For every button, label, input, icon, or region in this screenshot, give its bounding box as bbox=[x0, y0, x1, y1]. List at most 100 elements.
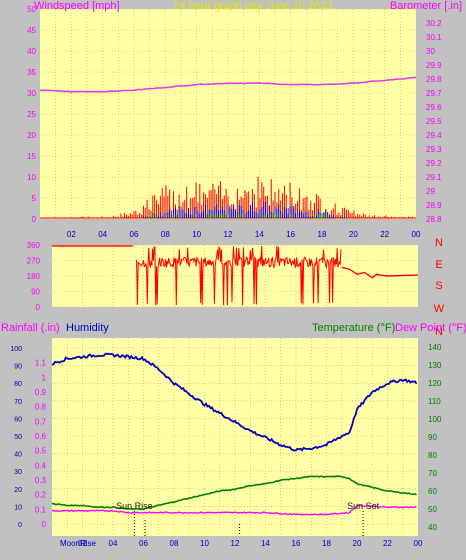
rainfall-tick-label: 0.4 bbox=[35, 461, 47, 470]
humidity-tick-label: 60 bbox=[14, 416, 22, 423]
temperature-tick-label: 100 bbox=[428, 415, 442, 424]
temperature-tick-label: 80 bbox=[428, 451, 437, 460]
temp-x-tick-label: 06 bbox=[139, 539, 148, 548]
wind-tick-label: 30 bbox=[27, 89, 36, 98]
barometer-tick-label: 30.1 bbox=[426, 33, 442, 42]
rainfall-tick-label: 0.2 bbox=[35, 491, 47, 500]
temperature-tick-label: 110 bbox=[428, 397, 441, 406]
temp-x-axis: 02 04 06 08 10 12 14 16 18 20 22 00 bbox=[78, 539, 423, 548]
temperature-tick-label: 50 bbox=[428, 505, 437, 514]
temperature-tick-label: 90 bbox=[428, 433, 437, 442]
wind-tick-label: 50 bbox=[27, 5, 36, 14]
wind-x-tick-label: 10 bbox=[192, 230, 201, 239]
wind-x-tick-label: 12 bbox=[224, 230, 233, 239]
wind-x-tick-label: 18 bbox=[318, 230, 327, 239]
temp-x-tick-label: 08 bbox=[170, 539, 179, 548]
sunset-label: Sun Set bbox=[347, 501, 380, 511]
graph-title: 24 hour graph day June 10 2023 bbox=[173, 0, 332, 12]
temp-x-tick-label: 04 bbox=[109, 539, 118, 548]
compass-label: N bbox=[435, 237, 443, 249]
barometer-tick-label: 30.2 bbox=[426, 19, 442, 28]
humidity-tick-label: 40 bbox=[14, 452, 22, 459]
barometer-tick-label: 28.9 bbox=[426, 201, 442, 210]
temperature-tick-label: 40 bbox=[428, 523, 437, 532]
humidity-tick-label: 20 bbox=[14, 487, 22, 494]
sunrise-label: Sun Rise bbox=[116, 501, 153, 511]
wind-left-axis: 0 5 10 15 20 25 30 35 40 45 50 bbox=[27, 5, 36, 224]
wind-tick-label: 15 bbox=[27, 152, 36, 161]
wind-x-axis: 02 04 06 08 10 12 14 16 18 20 22 00 bbox=[40, 217, 421, 239]
direction-tick-label: 90 bbox=[31, 288, 40, 297]
compass-label: S bbox=[435, 280, 442, 292]
moonrise-label: MoonRise bbox=[60, 539, 97, 548]
wind-tick-label: 5 bbox=[32, 194, 37, 203]
direction-grid bbox=[52, 244, 418, 308]
rainfall-axis: 0 0.1 0.2 0.3 0.4 0.5 0.6 0.7 0.8 0.9 1 1.1 bbox=[35, 359, 47, 529]
barometer-tick-label: 29 bbox=[426, 187, 435, 196]
temperature-axis-label: Temperature (°F) bbox=[312, 322, 395, 334]
direction-line-noisy bbox=[135, 245, 342, 306]
rainfall-tick-label: 0.7 bbox=[35, 417, 47, 426]
wind-tick-label: 35 bbox=[27, 68, 36, 77]
compass-label: E bbox=[435, 259, 442, 271]
temperature-tick-label: 70 bbox=[428, 469, 437, 478]
rainfall-tick-label: 1 bbox=[42, 373, 47, 382]
wind-x-tick-label: 22 bbox=[380, 230, 389, 239]
wind-x-tick-label: 08 bbox=[161, 230, 170, 239]
direction-tick-label: 180 bbox=[27, 272, 41, 281]
rainfall-tick-label: 0 bbox=[42, 520, 47, 529]
rainfall-tick-label: 0.6 bbox=[35, 432, 47, 441]
temperature-tick-label: 60 bbox=[428, 487, 437, 496]
humidity-tick-label: 80 bbox=[14, 381, 22, 388]
temp-x-tick-label: 02 bbox=[78, 539, 87, 548]
temperature-line bbox=[51, 475, 417, 511]
barometer-axis-label: Barometer [.in] bbox=[390, 0, 462, 12]
barometer-tick-label: 29.2 bbox=[426, 159, 442, 168]
wind-tick-label: 0 bbox=[32, 215, 37, 224]
wind-x-tick-label: 20 bbox=[349, 230, 358, 239]
rainfall-tick-label: 1.1 bbox=[35, 359, 47, 368]
humidity-tick-label: 10 bbox=[14, 504, 22, 511]
rainfall-tick-label: 0.9 bbox=[35, 388, 47, 397]
temp-x-tick-label: 16 bbox=[292, 539, 301, 548]
temperature-axis: 40 50 60 70 80 90 100 110 120 130 140 bbox=[428, 343, 442, 532]
barometer-tick-label: 29.6 bbox=[426, 103, 442, 112]
barometer-right-axis: 28.8 28.9 29 29.1 29.2 29.3 29.4 29.5 29.6 29.7 29… bbox=[426, 19, 442, 224]
wind-x-tick-label: 02 bbox=[67, 230, 76, 239]
humidity-tick-label: 30 bbox=[14, 469, 22, 476]
rainfall-tick-label: 0.3 bbox=[35, 476, 47, 485]
barometer-tick-label: 29.4 bbox=[426, 131, 442, 140]
temp-x-tick-label: 00 bbox=[414, 539, 423, 548]
temperature-tick-label: 130 bbox=[428, 361, 442, 370]
sun-annotations: Sun Rise Sun Set MoonRise bbox=[60, 501, 380, 548]
direction-line bbox=[341, 266, 419, 279]
compass-label: W bbox=[434, 303, 445, 315]
rainfall-tick-label: 0.8 bbox=[35, 403, 47, 412]
humidity-axis: 0 10 20 30 40 50 60 70 80 90 100 bbox=[10, 346, 22, 529]
temperature-tick-label: 140 bbox=[428, 343, 442, 352]
barometer-line bbox=[39, 76, 417, 93]
barometer-tick-label: 29.7 bbox=[426, 89, 442, 98]
barometer-tick-label: 30 bbox=[426, 47, 435, 56]
temp-x-tick-label: 22 bbox=[383, 539, 392, 548]
barometer-tick-label: 29.8 bbox=[426, 75, 442, 84]
barometer-tick-label: 29.3 bbox=[426, 145, 442, 154]
humidity-tick-label: 100 bbox=[10, 346, 22, 353]
dewpoint-line bbox=[51, 504, 417, 516]
wind-x-tick-label: 04 bbox=[98, 230, 107, 239]
barometer-tick-label: 29.9 bbox=[426, 61, 442, 70]
direction-lines bbox=[52, 245, 419, 306]
wind-grid bbox=[40, 8, 416, 220]
wind-x-tick-label: 16 bbox=[286, 230, 295, 239]
wind-tick-label: 10 bbox=[27, 173, 36, 182]
barometer-tick-label: 29.1 bbox=[426, 173, 442, 182]
wind-tick-label: 45 bbox=[27, 26, 36, 35]
wind-x-tick-label: 06 bbox=[130, 230, 139, 239]
humidity-line bbox=[51, 352, 418, 452]
direction-tick-label: 270 bbox=[27, 257, 41, 266]
humidity-axis-label: Humidity bbox=[66, 322, 109, 334]
wind-x-tick-label: 00 bbox=[412, 230, 421, 239]
rainfall-tick-label: 0.5 bbox=[35, 447, 47, 456]
